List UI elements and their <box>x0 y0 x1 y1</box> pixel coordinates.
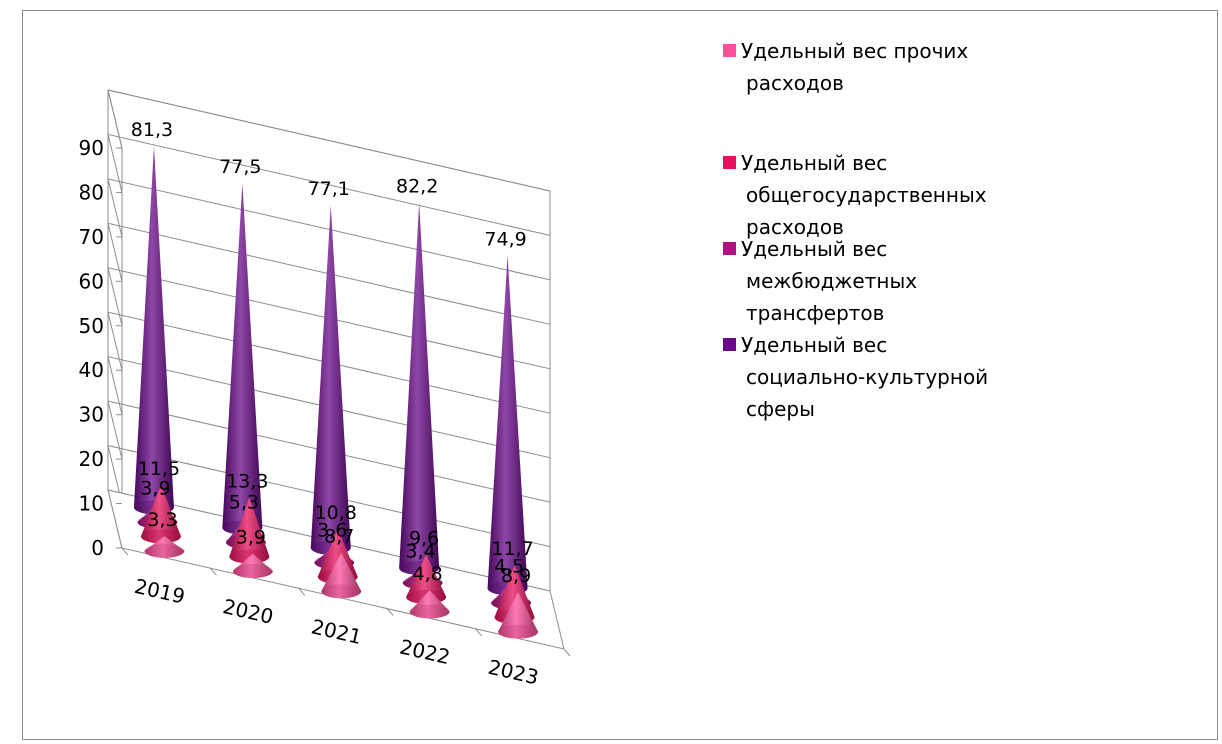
data-label: 11,5 <box>138 458 180 480</box>
legend-label: расходов <box>746 215 844 239</box>
gridline <box>107 133 551 236</box>
x-tick-label: 2023 <box>486 655 541 690</box>
x-tick-mark <box>210 567 217 576</box>
gridline <box>107 356 551 459</box>
x-tick-label: 2019 <box>132 574 187 609</box>
data-label: 3,3 <box>147 509 177 531</box>
data-label: 82,2 <box>396 176 438 198</box>
x-tick-mark <box>121 547 129 556</box>
y-tick-label: 50 <box>79 314 104 338</box>
y-tick-label: 40 <box>79 358 104 382</box>
data-label: 77,1 <box>308 178 350 200</box>
gridline <box>107 222 551 325</box>
legend-label: социально-культурной <box>746 365 988 389</box>
gridline <box>107 400 551 503</box>
x-tick-label: 2021 <box>309 614 364 649</box>
legend-label: Удельный вес <box>741 237 887 261</box>
chart-gridlines <box>107 89 551 548</box>
cone-mark <box>321 552 362 599</box>
legend-label: межбюджетных <box>746 269 917 293</box>
y-tick-label: 20 <box>79 447 104 471</box>
legend-swatch <box>723 242 736 255</box>
legend-item: Удельный вес общегосударственных расходов <box>723 151 987 239</box>
data-label: 5,3 <box>229 491 259 513</box>
legend-label: сферы <box>746 397 815 421</box>
legend-label: Удельный вес прочих <box>741 39 968 63</box>
data-label: 10,8 <box>315 502 357 524</box>
chart-marks <box>133 146 539 639</box>
data-label: 81,3 <box>131 119 173 141</box>
gridline <box>107 311 551 414</box>
y-tick-label: 80 <box>79 180 104 204</box>
data-label: 74,9 <box>484 228 526 250</box>
cone-mark <box>232 553 273 579</box>
data-label: 3,9 <box>140 478 170 500</box>
data-labels: 81,3 77,5 77,1 82,2 74,9 3,9 5,3 3,6 3,4 4,5 11,5 1… <box>131 119 534 587</box>
x-tick-mark <box>563 648 571 657</box>
data-label: 11,7 <box>491 538 533 560</box>
cone-mark <box>399 202 440 575</box>
data-label: 9,6 <box>409 527 439 549</box>
data-label: 4,5 <box>494 556 524 578</box>
x-tick-label: 2022 <box>397 634 452 669</box>
gridline <box>107 267 551 370</box>
y-tick-label: 70 <box>79 225 104 249</box>
cone-mark <box>498 592 539 639</box>
legend-swatch <box>723 338 736 351</box>
y-tick-label: 90 <box>79 136 104 160</box>
data-label: 3,6 <box>317 519 347 541</box>
legend-label: Удельный вес <box>741 333 887 357</box>
cone-mark <box>144 536 185 558</box>
data-label: 3,4 <box>406 540 436 562</box>
legend-item: Удельный вес межбюджетных трансфертов <box>723 237 917 325</box>
data-label: 3,9 <box>236 527 266 549</box>
x-tick-label: 2020 <box>221 594 276 629</box>
y-axis-ticks: 0 10 20 30 40 50 60 70 80 90 <box>79 136 122 560</box>
x-tick-mark <box>386 608 394 616</box>
data-label: 13,3 <box>226 470 268 492</box>
legend-label: расходов <box>746 71 844 95</box>
legend-label: Удельный вес <box>741 151 887 175</box>
data-label: 8,7 <box>324 526 354 548</box>
y-tick-label: 0 <box>91 536 104 560</box>
x-tick-mark <box>298 588 306 596</box>
x-tick-mark <box>475 628 482 637</box>
legend-item: Удельный вес социально-культурной сферы <box>723 333 988 421</box>
legend-label: трансфертов <box>746 301 884 325</box>
legend-swatch <box>723 44 736 57</box>
chart-frame <box>22 10 1218 740</box>
cone-mark <box>409 590 450 619</box>
cone-mark <box>140 485 181 544</box>
legend-item: Удельный вес прочих расходов <box>723 39 968 95</box>
legend-swatch <box>723 156 736 169</box>
y-tick-label: 10 <box>79 492 104 516</box>
legend-label: общегосударственных <box>746 183 987 207</box>
y-tick-label: 60 <box>79 269 104 293</box>
data-label: 8,9 <box>501 565 531 587</box>
y-tick-label: 30 <box>79 403 104 427</box>
gridline <box>107 89 551 192</box>
data-label: 77,5 <box>219 156 261 178</box>
gridline <box>107 178 551 281</box>
data-label: 4,8 <box>413 563 443 585</box>
